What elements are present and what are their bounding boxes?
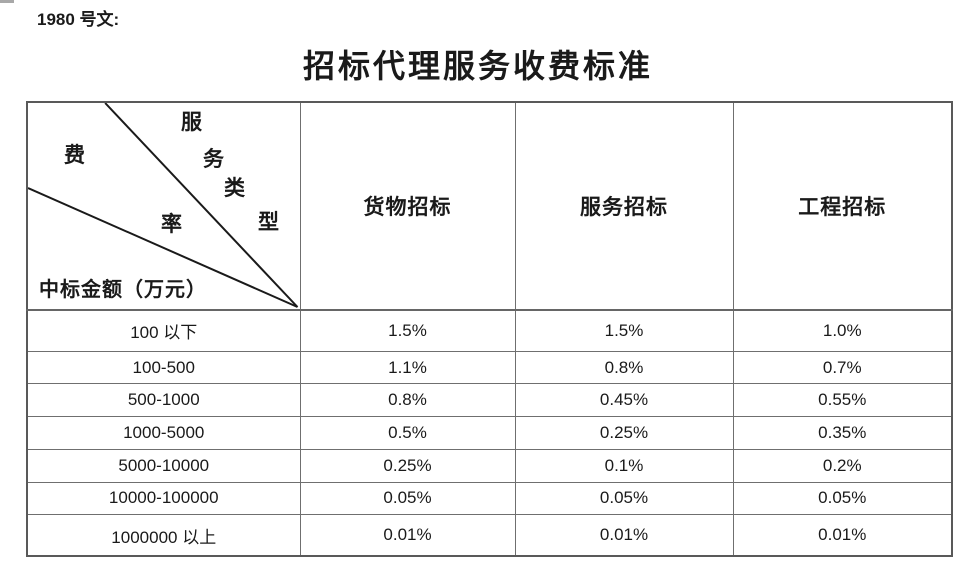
- fee-cell: 0.45%: [514, 383, 734, 418]
- table-row: 100-500 1.1% 0.8% 0.7%: [26, 350, 953, 385]
- fee-cell: 0.8%: [299, 383, 516, 418]
- table-row: 10000-100000 0.05% 0.05% 0.05%: [26, 481, 953, 516]
- row-label: 500-1000: [26, 383, 301, 418]
- fee-cell: 0.05%: [299, 481, 516, 516]
- row-label: 1000000 以上: [26, 514, 301, 557]
- fee-cell: 0.01%: [732, 514, 953, 557]
- row-label: 100-500: [26, 350, 301, 385]
- row-label: 100 以下: [26, 309, 301, 352]
- page-edge-artifact: [0, 0, 14, 3]
- table-header-row: 服 务 类 型 费 率 中标金额（万元） 货物招标 服务招标 工程招标: [26, 101, 953, 311]
- page-title: 招标代理服务收费标准: [302, 48, 653, 84]
- corner-rate-char: 费: [64, 143, 86, 167]
- corner-type-char: 服: [181, 110, 203, 134]
- corner-amount-label: 中标金额（万元）: [39, 279, 207, 301]
- row-label: 5000-10000: [26, 448, 301, 483]
- table-row: 1000000 以上 0.01% 0.01% 0.01%: [26, 514, 953, 557]
- fee-cell: 0.55%: [732, 383, 953, 418]
- column-header-goods: 货物招标: [299, 101, 516, 311]
- corner-header-cell: 服 务 类 型 费 率 中标金额（万元）: [26, 101, 301, 311]
- fee-cell: 0.8%: [514, 350, 734, 385]
- fee-cell: 1.1%: [299, 350, 516, 385]
- table-row: 100 以下 1.5% 1.5% 1.0%: [26, 309, 953, 352]
- column-header-engineering: 工程招标: [732, 101, 953, 311]
- row-label: 1000-5000: [26, 416, 301, 450]
- fee-cell: 1.5%: [299, 309, 516, 352]
- fee-cell: 0.7%: [732, 350, 953, 385]
- row-label: 10000-100000: [26, 481, 301, 516]
- fee-cell: 0.1%: [514, 448, 734, 483]
- fee-cell: 0.05%: [732, 481, 953, 516]
- fee-cell: 0.25%: [514, 416, 734, 450]
- fee-cell: 0.05%: [514, 481, 734, 516]
- corner-type-char: 型: [258, 210, 280, 234]
- fee-cell: 0.2%: [732, 448, 953, 483]
- fee-cell: 1.0%: [732, 309, 953, 352]
- document-ref-number: 1980 号文:: [37, 10, 120, 29]
- fee-cell: 0.01%: [299, 514, 516, 557]
- table-row: 5000-10000 0.25% 0.1% 0.2%: [26, 448, 953, 483]
- column-header-service: 服务招标: [514, 101, 734, 311]
- corner-rate-char: 率: [161, 212, 183, 236]
- fee-cell: 0.35%: [732, 416, 953, 450]
- corner-type-char: 类: [224, 176, 246, 200]
- corner-type-char: 务: [203, 147, 225, 171]
- table-row: 500-1000 0.8% 0.45% 0.55%: [26, 383, 953, 418]
- fee-cell: 0.25%: [299, 448, 516, 483]
- fee-cell: 0.5%: [299, 416, 516, 450]
- diagonal-lines: [28, 103, 299, 308]
- fee-cell: 0.01%: [514, 514, 734, 557]
- fee-table: 服 务 类 型 费 率 中标金额（万元） 货物招标 服务招标 工程招标 100 …: [26, 101, 953, 557]
- fee-cell: 1.5%: [514, 309, 734, 352]
- corner-box: 服 务 类 型 费 率 中标金额（万元）: [28, 103, 300, 309]
- table-row: 1000-5000 0.5% 0.25% 0.35%: [26, 416, 953, 450]
